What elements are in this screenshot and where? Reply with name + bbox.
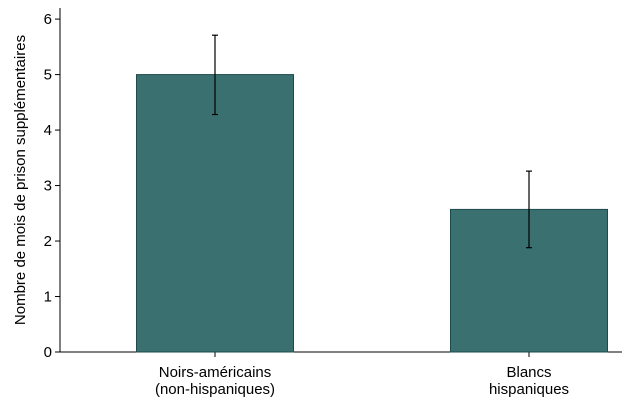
y-tick-label: 4 xyxy=(44,122,52,139)
x-tick-label: hispaniques xyxy=(489,381,569,398)
y-tick-label: 1 xyxy=(44,289,52,306)
y-axis-label: Nombre de mois de prison supplémentaires xyxy=(12,35,29,325)
bar xyxy=(136,74,294,353)
bars xyxy=(136,74,608,353)
y-tick-label: 0 xyxy=(44,344,52,361)
y-ticks: 0 1 2 3 4 5 6 xyxy=(44,11,60,361)
error-bars xyxy=(212,34,532,249)
y-tick-label: 3 xyxy=(44,178,52,195)
x-tick-labels: Noirs-américains(non-hispaniques) Blancsh… xyxy=(155,364,569,398)
y-tick-label: 6 xyxy=(44,11,52,28)
x-tick-label: Noirs-américains xyxy=(159,364,272,381)
y-tick-label: 5 xyxy=(44,67,52,84)
y-tick-label: 2 xyxy=(44,233,52,250)
x-tick-label: (non-hispaniques) xyxy=(155,381,275,398)
x-tick-label: Blancs xyxy=(506,364,551,381)
